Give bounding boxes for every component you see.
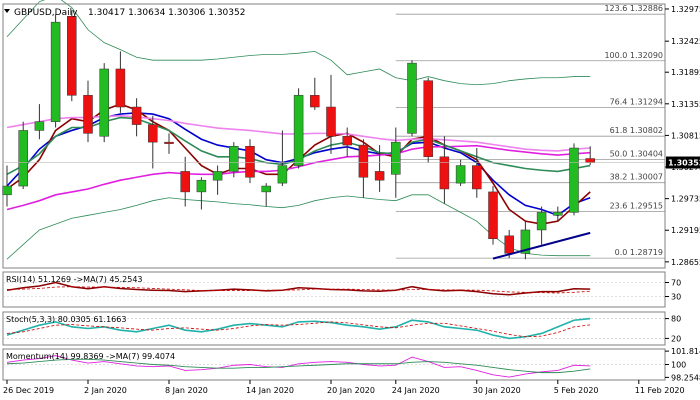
bearish-candle (245, 145, 255, 178)
chart-symbol-label: GBPUSD,Daily (14, 8, 78, 18)
current-price-box (666, 156, 700, 169)
time-tick-label: 8 Jan 2020 (165, 386, 208, 395)
bearish-candle (488, 191, 498, 239)
bearish-candle (472, 165, 482, 190)
bearish-candle (504, 235, 514, 254)
bearish-candle (115, 68, 126, 108)
price-tick-label: 1.31895 (671, 68, 700, 77)
support-trendline (492, 231, 591, 260)
bullish-candle (261, 185, 271, 193)
current-price-label: 1.30352 (668, 159, 700, 168)
time-tick-label: 20 Jan 2020 (327, 386, 375, 395)
fib-level-label: 0.0 1.28719 (615, 248, 663, 257)
collapse-arrow-icon[interactable] (4, 9, 10, 13)
bullish-candle (2, 185, 12, 196)
price-tick-label: 1.29195 (671, 226, 700, 235)
fib-level-label: 50.0 1.30404 (610, 149, 663, 158)
bullish-candle (293, 95, 304, 166)
indicator-line-0-1 (6, 286, 591, 294)
fib-level-label: 123.6 1.32886 (604, 4, 663, 13)
fib-level-label: 38.2 1.30007 (610, 173, 663, 182)
time-tick-label: 11 Feb 2020 (635, 386, 685, 395)
bearish-candle (131, 106, 142, 125)
bearish-candle (310, 95, 320, 108)
bearish-candle (67, 16, 77, 96)
indicator-axis-label: 98.2548 (671, 373, 700, 382)
price-tick-label: 1.32425 (671, 37, 700, 46)
indicator-axis-label: 20 (671, 334, 681, 343)
indicator-label: Stoch(5,3,3) 80.0305 61.1663 (6, 315, 126, 324)
panel-frame-1 (2, 271, 666, 308)
price-tick-label: 1.29735 (671, 195, 700, 204)
bearish-candle (374, 171, 385, 181)
bearish-candle (423, 80, 433, 158)
time-tick-label: 5 Feb 2020 (554, 386, 599, 395)
time-tick-label: 26 Dec 2019 (3, 386, 54, 395)
bearish-candle (585, 158, 595, 163)
bullish-candle (229, 145, 239, 172)
bearish-candle (180, 171, 190, 193)
bearish-candle (326, 106, 336, 137)
panel-frame-2 (2, 311, 666, 346)
fib-level-label: 100.0 1.32090 (604, 51, 663, 60)
price-tick-label: 1.32975 (671, 5, 700, 14)
time-tick-label: 14 Jan 2020 (246, 386, 294, 395)
chart-ohlc-label: 1.30417 1.30634 1.30306 1.30352 (88, 8, 245, 18)
indicator-label: Momentum(14) 99.8369 ->MA(7) 99.4074 (6, 352, 175, 361)
bearish-candle (83, 95, 93, 134)
bullish-candle (50, 21, 61, 122)
bullish-candle (391, 141, 401, 175)
bearish-candle (358, 144, 369, 178)
indicator-panels: RSI(14) 51.1269 ->MA(7) 45.2543 70 30 Stoch… (3, 275, 700, 382)
bullish-candle (196, 179, 207, 193)
time-tick-label: 2 Jan 2020 (84, 386, 127, 395)
bullish-candle (212, 171, 223, 181)
bullish-candle (99, 68, 109, 137)
bullish-candle (277, 165, 288, 184)
price-tick-label: 1.28655 (671, 258, 700, 267)
indicator-line-2-1 (6, 358, 591, 374)
bullish-candle (520, 229, 531, 254)
indicator-axis-label: 30 (671, 293, 681, 302)
bullish-candle (18, 130, 28, 187)
trendline (492, 231, 591, 260)
indicator-line-1-0 (6, 317, 591, 340)
bearish-candle (439, 156, 450, 190)
bearish-candle (148, 124, 158, 143)
time-tick-label: 30 Jan 2020 (473, 386, 521, 395)
fib-level-label: 76.4 1.31294 (610, 97, 663, 106)
bullish-candle (34, 121, 45, 131)
time-tick-label: 24 Jan 2020 (392, 386, 440, 395)
time-axis: 26 Dec 2019 2 Jan 2020 8 Jan 2020 14 Jan 20… (3, 380, 685, 395)
bearish-candle (164, 141, 174, 144)
price-tick-label: 1.31355 (671, 100, 700, 109)
indicator-axis-label: 80 (671, 315, 681, 324)
indicator-label: RSI(14) 51.1269 ->MA(7) 45.2543 (6, 275, 143, 284)
bullish-candle (553, 212, 563, 216)
bullish-candle (407, 62, 417, 134)
bollinger-upper-band (6, 0, 591, 86)
bullish-candle (455, 165, 466, 184)
fib-level-label: 61.8 1.30802 (610, 126, 663, 135)
bullish-candle (536, 212, 547, 231)
indicator-axis-label: 101.8141 (671, 347, 700, 356)
panel-frame-0 (2, 3, 666, 269)
indicator-axis-label: 100 (671, 361, 686, 370)
indicator-line-2-0 (6, 355, 591, 378)
fib-level-label: 23.6 1.29515 (610, 202, 663, 211)
price-tick-label: 1.30815 (671, 131, 700, 140)
indicator-axis-label: 70 (671, 279, 681, 288)
bullish-candle (569, 147, 579, 213)
bearish-candle (342, 136, 352, 146)
price-axis: 1.329751.324251.318951.313551.308151.302… (2, 3, 700, 381)
candlesticks (2, 10, 595, 260)
